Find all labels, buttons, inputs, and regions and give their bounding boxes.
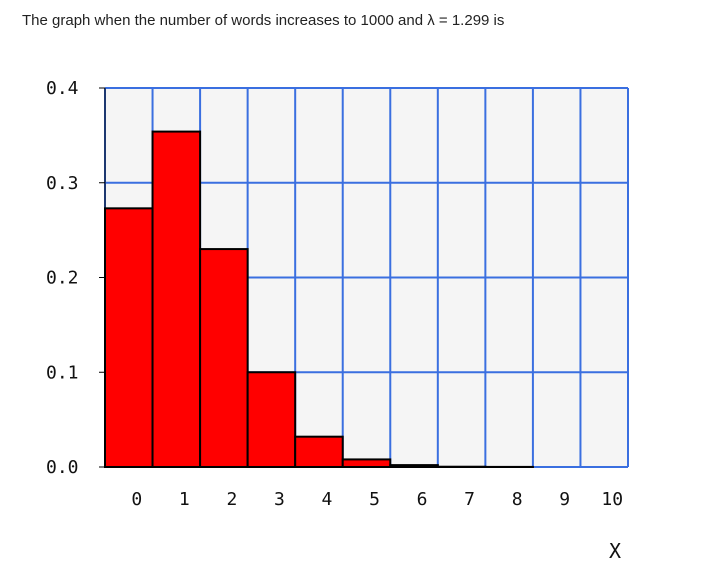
bar-x-0: [104, 207, 154, 469]
y-tick-label: 0.4: [46, 78, 79, 99]
x-tick-label: 2: [226, 489, 237, 510]
figure-caption: The graph when the number of words incre…: [22, 12, 505, 29]
x-tick-label: 9: [559, 489, 570, 510]
x-tick-label: 3: [274, 489, 285, 510]
x-tick-label: 1: [179, 489, 190, 510]
y-tick-label: 0.3: [46, 173, 79, 194]
bar-x-4: [294, 435, 344, 468]
bar-x-3: [246, 371, 297, 468]
x-tick-label: 6: [417, 489, 428, 510]
x-tick-label: 8: [512, 489, 523, 510]
y-tick-label: 0.1: [46, 362, 79, 383]
y-tick-label: 0.2: [46, 268, 79, 289]
bar-x-2: [199, 248, 249, 468]
x-tick-label: 7: [464, 489, 475, 510]
x-tick-label: 10: [601, 489, 623, 510]
x-tick-label: 4: [322, 489, 333, 510]
y-tick-label: 0.0: [46, 457, 79, 478]
x-axis-title: X: [609, 539, 621, 563]
x-tick-label: 0: [131, 489, 142, 510]
bars-layer: [104, 130, 534, 469]
bar-x-6: [389, 464, 439, 469]
x-tick-label: 5: [369, 489, 380, 510]
bar-x-1: [151, 130, 202, 469]
bar-x-5: [341, 458, 392, 469]
axis-layer: 0.0 0.1 0.2 0.3 0.4 0 1 2 3 4 5 6 7 8 9 10: [46, 78, 623, 510]
